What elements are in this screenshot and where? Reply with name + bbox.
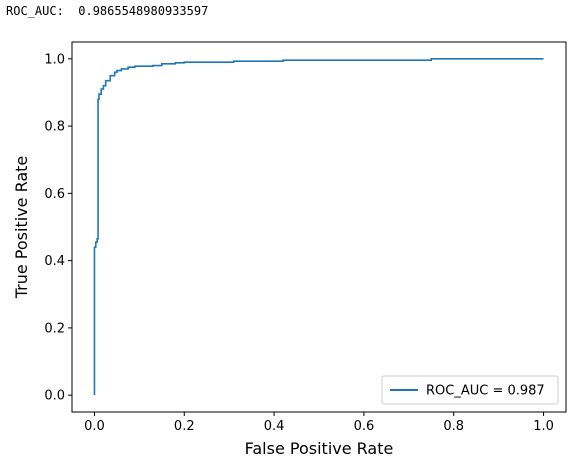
y-tick-label: 1.0 xyxy=(44,52,65,67)
y-tick-label: 0.8 xyxy=(44,120,65,135)
y-axis-label: True Positive Rate xyxy=(12,156,31,300)
x-axis-label: False Positive Rate xyxy=(245,439,394,458)
y-tick-label: 0.4 xyxy=(44,254,65,269)
console-label: ROC_AUC: xyxy=(6,4,64,18)
x-tick-label: 0.4 xyxy=(264,419,285,434)
x-tick-label: 0.2 xyxy=(174,419,195,434)
legend: ROC_AUC = 0.987 xyxy=(381,375,559,405)
y-tick-label: 0.6 xyxy=(44,187,65,202)
x-axis-ticks: 0.0 0.2 0.4 0.6 0.8 1.0 xyxy=(84,412,554,434)
console-output: ROC_AUC: 0.9865548980933597 xyxy=(6,3,208,19)
x-tick-label: 0.8 xyxy=(443,419,464,434)
legend-label: ROC_AUC = 0.987 xyxy=(426,384,545,399)
axes-frame xyxy=(71,41,567,413)
plot-area: 0.0 0.2 0.4 0.6 0.8 1.0 0.0 0.2 0.4 0.6 0.8 1.0 xyxy=(44,41,567,434)
y-axis-ticks: 0.0 0.2 0.4 0.6 0.8 1.0 xyxy=(44,52,72,404)
x-tick-label: 0.0 xyxy=(84,419,105,434)
x-tick-label: 1.0 xyxy=(533,419,554,434)
roc-curve-line xyxy=(93,58,544,396)
y-tick-label: 0.0 xyxy=(44,389,65,404)
legend-box xyxy=(381,375,559,405)
console-value: 0.9865548980933597 xyxy=(78,4,209,18)
y-tick-label: 0.2 xyxy=(44,321,65,336)
x-tick-label: 0.6 xyxy=(354,419,375,434)
